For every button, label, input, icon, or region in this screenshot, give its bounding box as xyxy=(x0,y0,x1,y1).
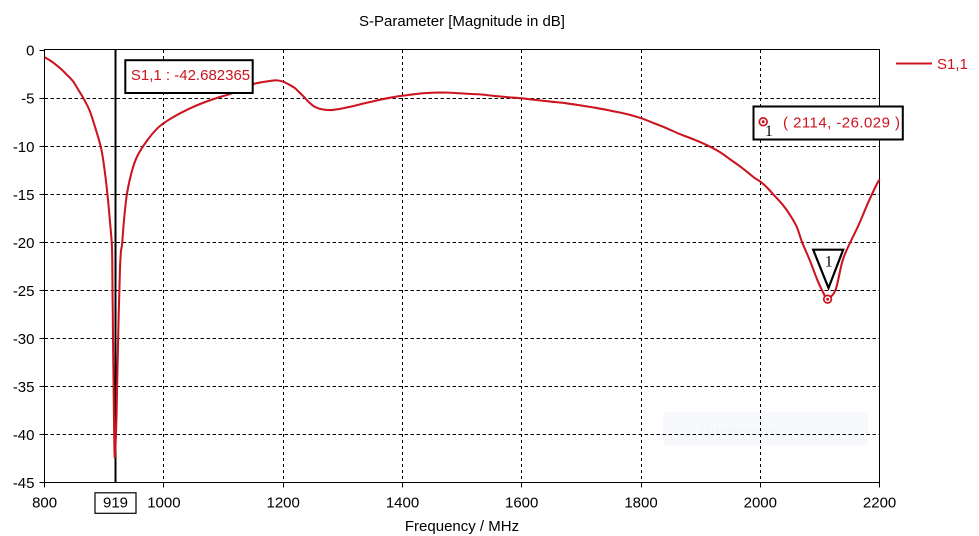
svg-text:S1,1 : -42.682365: S1,1 : -42.682365 xyxy=(131,67,250,84)
svg-text:1400: 1400 xyxy=(386,494,419,511)
svg-text:-25: -25 xyxy=(13,283,35,300)
svg-text:-40: -40 xyxy=(13,427,35,444)
svg-text:0: 0 xyxy=(26,43,34,60)
svg-text:1600: 1600 xyxy=(505,494,538,511)
svg-text:-5: -5 xyxy=(21,91,34,108)
svg-text:-10: -10 xyxy=(13,139,35,156)
svg-text:Применить: Применить xyxy=(700,422,778,439)
svg-text:-45: -45 xyxy=(13,475,35,492)
svg-text:1000: 1000 xyxy=(147,494,180,511)
svg-text:919: 919 xyxy=(103,494,128,511)
svg-text:1800: 1800 xyxy=(624,494,657,511)
svg-text:-15: -15 xyxy=(13,187,35,204)
svg-text:2000: 2000 xyxy=(744,494,777,511)
svg-text:2200: 2200 xyxy=(863,494,896,511)
svg-text:Frequency / MHz: Frequency / MHz xyxy=(405,518,519,535)
svg-text:-20: -20 xyxy=(13,235,35,252)
svg-text:800: 800 xyxy=(32,494,57,511)
svg-text:S-Parameter [Magnitude in dB]: S-Parameter [Magnitude in dB] xyxy=(359,13,565,30)
svg-text:1200: 1200 xyxy=(267,494,300,511)
svg-text:-35: -35 xyxy=(13,379,35,396)
svg-text:-30: -30 xyxy=(13,331,35,348)
svg-text:S1,1: S1,1 xyxy=(937,56,968,73)
svg-text:( 2114, -26.029 ): ( 2114, -26.029 ) xyxy=(783,115,900,132)
svg-text:1: 1 xyxy=(825,253,833,270)
svg-text:1: 1 xyxy=(765,123,773,140)
